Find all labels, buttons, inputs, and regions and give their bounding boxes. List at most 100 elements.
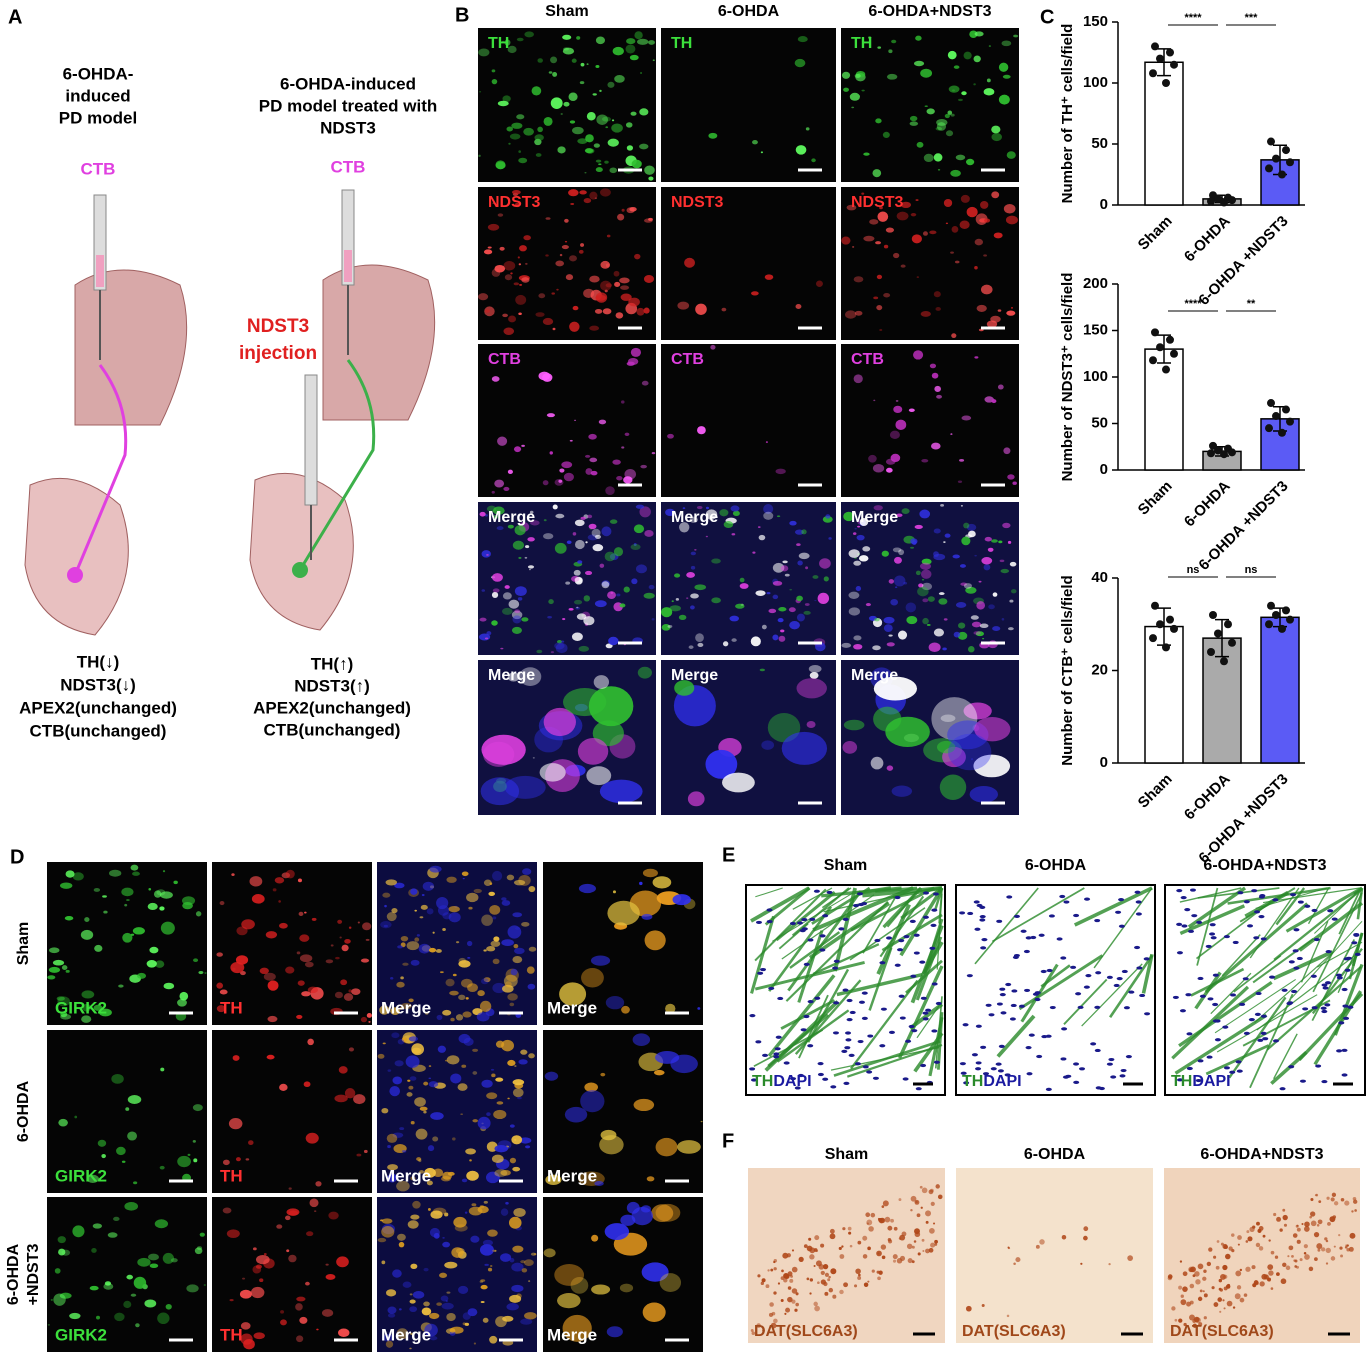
nucleus bbox=[803, 1014, 810, 1019]
nucleus bbox=[905, 1039, 912, 1043]
label: 6-OHDA bbox=[718, 3, 780, 20]
cell bbox=[556, 640, 562, 644]
brain bbox=[322, 264, 436, 421]
label: B bbox=[455, 4, 469, 26]
cell bbox=[943, 618, 948, 621]
cell bbox=[396, 1180, 410, 1192]
nucleus bbox=[766, 908, 773, 912]
nucleus bbox=[1341, 1073, 1348, 1077]
cell bbox=[296, 951, 301, 955]
stain bbox=[925, 1210, 932, 1217]
stain bbox=[930, 1201, 935, 1207]
stain bbox=[1194, 1271, 1200, 1277]
cell bbox=[121, 1160, 126, 1163]
nucleus bbox=[1258, 915, 1265, 919]
cell bbox=[631, 1206, 653, 1226]
cell bbox=[255, 1264, 262, 1269]
cell bbox=[280, 1310, 285, 1314]
cell bbox=[531, 86, 542, 96]
cell bbox=[506, 874, 515, 881]
cell bbox=[535, 153, 542, 157]
cell bbox=[58, 1248, 66, 1256]
cell bbox=[735, 603, 745, 609]
cell bbox=[442, 1241, 451, 1248]
cell bbox=[598, 419, 607, 425]
cell bbox=[484, 1263, 489, 1266]
stain bbox=[1189, 1283, 1195, 1289]
stain bbox=[934, 1239, 938, 1244]
cell bbox=[619, 603, 626, 608]
cell bbox=[872, 169, 882, 178]
cell bbox=[495, 1077, 504, 1082]
nucleus bbox=[1242, 977, 1249, 981]
stain bbox=[756, 1323, 761, 1328]
cell bbox=[621, 400, 625, 404]
cell bbox=[620, 293, 632, 301]
nucleus bbox=[1235, 1060, 1242, 1064]
cell bbox=[52, 959, 65, 966]
cell bbox=[955, 602, 967, 608]
cell bbox=[954, 260, 960, 264]
nucleus bbox=[1258, 895, 1265, 899]
cell bbox=[851, 106, 855, 109]
cell bbox=[316, 1328, 319, 1331]
cell bbox=[435, 949, 442, 953]
nucleus bbox=[920, 1063, 927, 1068]
nucleus bbox=[809, 917, 816, 921]
cell bbox=[953, 65, 960, 69]
data-point bbox=[1156, 620, 1164, 629]
nucleus bbox=[1079, 1067, 1086, 1071]
stain bbox=[1340, 1254, 1344, 1258]
stain bbox=[1310, 1220, 1317, 1227]
stain bbox=[1197, 1263, 1204, 1270]
nucleus bbox=[1191, 914, 1198, 918]
nucleus bbox=[807, 999, 814, 1004]
cell bbox=[1008, 627, 1014, 631]
ihc-image bbox=[956, 1168, 1153, 1343]
cell bbox=[493, 514, 499, 520]
cell bbox=[942, 647, 947, 651]
nucleus bbox=[1060, 956, 1067, 960]
cell bbox=[890, 453, 901, 463]
cell bbox=[163, 982, 175, 990]
cell bbox=[503, 974, 518, 988]
nucleus bbox=[1230, 993, 1237, 997]
cell bbox=[550, 56, 558, 64]
fiber bbox=[1270, 1050, 1308, 1085]
stain bbox=[1218, 1278, 1223, 1283]
stain bbox=[1349, 1232, 1356, 1239]
fiber bbox=[755, 887, 783, 898]
cell bbox=[890, 598, 899, 606]
cell bbox=[599, 779, 643, 804]
cell bbox=[267, 980, 279, 991]
nucleus bbox=[783, 1061, 790, 1065]
cell bbox=[891, 785, 913, 797]
label: 6-OHDA+NDST3 bbox=[868, 3, 991, 20]
nucleus bbox=[1272, 1039, 1279, 1043]
nucleus bbox=[1006, 895, 1013, 899]
cell bbox=[630, 543, 641, 551]
nucleus bbox=[1110, 1075, 1117, 1079]
nucleus bbox=[1094, 1048, 1101, 1053]
cell bbox=[750, 636, 761, 647]
stain bbox=[857, 1240, 862, 1245]
cell bbox=[95, 1315, 101, 1320]
cell bbox=[881, 550, 889, 557]
cell bbox=[491, 69, 496, 73]
stain bbox=[1258, 1246, 1264, 1251]
stain bbox=[862, 1235, 868, 1241]
stain bbox=[1251, 1265, 1256, 1270]
cell bbox=[449, 1328, 456, 1333]
stain bbox=[828, 1287, 834, 1293]
cell bbox=[690, 605, 695, 610]
cell bbox=[467, 956, 471, 959]
nucleus bbox=[757, 971, 764, 975]
cell bbox=[502, 592, 512, 600]
cell bbox=[492, 958, 500, 965]
cell bbox=[391, 907, 398, 914]
cell bbox=[965, 158, 975, 166]
cell bbox=[926, 108, 935, 115]
cell bbox=[825, 514, 831, 519]
cell bbox=[909, 115, 918, 122]
nucleus bbox=[1073, 913, 1080, 918]
